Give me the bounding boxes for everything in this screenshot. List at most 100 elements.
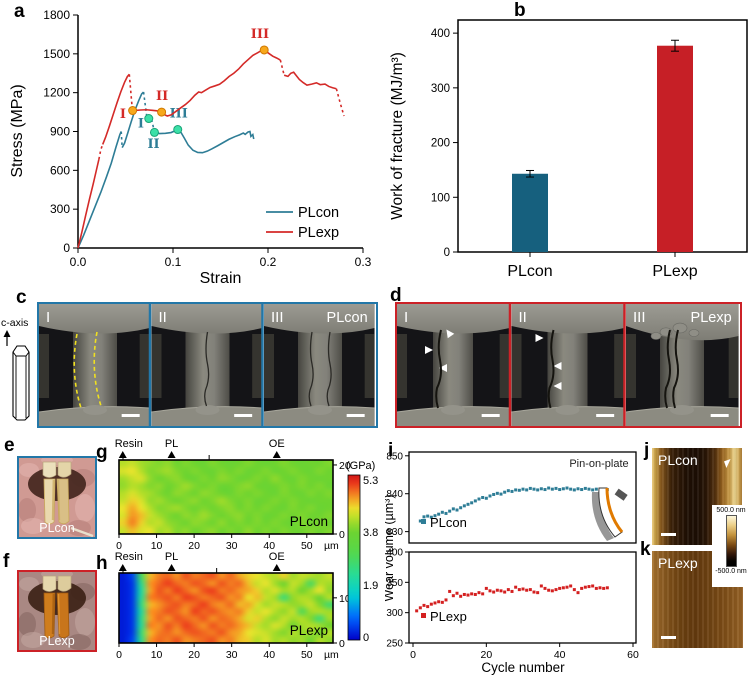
y-axis-label: Stress (MPa)	[9, 84, 26, 177]
pin-icon	[614, 488, 628, 501]
colorbar-tick-label: 3.8	[363, 527, 378, 539]
sem-sequence-plcon: I II III PLcon	[37, 302, 378, 428]
stage-numeral: II	[519, 309, 527, 326]
y-tick-label: 200	[431, 138, 450, 150]
colorbar-unit: (GPa)	[346, 460, 375, 472]
x-tick-label: 20	[480, 649, 492, 661]
x-axis-label: Cycle number	[481, 660, 565, 675]
y-tick-label: 830	[386, 527, 403, 538]
scale-bar	[234, 414, 253, 417]
crack-arrowhead-icon	[425, 346, 433, 354]
indenter-mass	[151, 304, 263, 334]
stage-marker	[157, 107, 167, 117]
crack-arrowhead-icon	[439, 364, 447, 372]
afm-colorbar-max: 500.0 nm	[716, 507, 746, 514]
y-axis-label: Work of fracture (MJ/m³)	[389, 52, 406, 220]
crack-line	[308, 331, 314, 407]
substrate	[626, 406, 739, 426]
zone-label: Resin	[115, 551, 143, 563]
indenter-mass	[264, 304, 375, 334]
afm-colorbar-min: -500.0 nm	[715, 568, 747, 575]
sample-name-label: PLexp	[39, 634, 74, 648]
scale-bar	[121, 414, 140, 417]
stage-numeral: I	[404, 309, 408, 326]
indenter-mass	[511, 304, 625, 334]
crack-arrowhead-icon	[446, 329, 455, 339]
crack-arrowhead-icon	[535, 334, 544, 342]
y-tick-label: 100	[431, 192, 450, 204]
colorbar-tick-label: 1.9	[363, 580, 378, 592]
y-tick-label: 0	[444, 247, 450, 259]
dashed-guide-line	[73, 333, 82, 409]
stage-marker	[144, 114, 154, 124]
sem-frame-II: II	[151, 304, 263, 426]
zone-label: OE	[269, 551, 285, 563]
right-tick-label: 0	[339, 638, 345, 650]
zone-arrow-icon	[272, 451, 281, 458]
crack-arrowhead-icon	[553, 382, 562, 390]
x-tick-label: 40	[263, 540, 275, 552]
upper-incisor	[57, 461, 72, 478]
afm-image-plexp: PLexp	[652, 551, 743, 648]
sample-name-label: PLcon	[39, 521, 74, 535]
panel-label-f: f	[3, 551, 10, 572]
indenter-mass	[626, 304, 739, 341]
stage-marker	[173, 125, 183, 135]
x-tick-label: 0	[116, 649, 122, 661]
stage-marker	[149, 127, 159, 137]
panel-label-i: i	[388, 440, 394, 461]
indenter-mass	[397, 304, 510, 334]
panel-label-e: e	[4, 435, 15, 456]
y-tick-label: 300	[431, 83, 450, 95]
stage-label: I	[138, 117, 144, 132]
x-tick-label: 20	[188, 540, 200, 552]
zone-arrow-icon	[167, 451, 176, 458]
upper-incisor	[42, 461, 57, 478]
tooth-photo-plexp: PLexp	[17, 570, 97, 652]
x-tick-label: 40	[554, 649, 566, 661]
y-axis-label: Wear volume (µm³)	[385, 495, 396, 602]
y-tick-label: 850	[386, 451, 403, 462]
legend-marker	[421, 519, 426, 524]
micro-pillar	[298, 326, 342, 412]
legend-label: PLexp	[430, 609, 467, 624]
x-tick-label: 0.1	[165, 255, 182, 269]
zone-arrow-icon	[167, 564, 176, 571]
x-tick-label: 0	[410, 649, 416, 661]
wear-volume-scatter-charts: 830 840 850 PLcon 250 300 350 400 PLexp 0 20 40 60 Cy…	[385, 451, 639, 675]
colorbar-tick-label: 0	[363, 632, 369, 644]
stage-marker	[128, 106, 138, 116]
panel-label-k: k	[640, 539, 651, 560]
tooth-photo-plexp-art: PLexp	[19, 572, 95, 650]
sem-frame-II: II	[511, 304, 625, 426]
y-tick-label: 250	[386, 639, 403, 650]
bar-plcon	[512, 173, 548, 252]
c-axis-label: c-axis	[1, 317, 28, 329]
modulus-heatmap-plexp	[119, 573, 333, 643]
substrate	[511, 406, 625, 426]
stage-label: I	[120, 107, 126, 122]
right-tick-label: 20	[339, 460, 351, 472]
micro-pillar	[185, 326, 230, 412]
y-tick-label: 1200	[43, 86, 70, 100]
gpa-colorbar	[347, 474, 361, 641]
stage-marker	[259, 45, 269, 55]
legend-label: PLexp	[298, 225, 339, 241]
y-tick-label: 1500	[43, 47, 70, 61]
scale-bar	[596, 414, 615, 417]
stage-label: II	[147, 137, 159, 152]
x-tick-label: 50	[301, 540, 313, 552]
stage-numeral: II	[159, 309, 167, 326]
y-tick-label: 400	[431, 28, 450, 40]
colorbar-tick-label: 5.3	[363, 475, 378, 487]
inset-label: Pin-on-plate	[569, 458, 628, 470]
substrate	[264, 406, 375, 426]
scale-bar	[710, 414, 729, 417]
panel-border	[395, 302, 742, 428]
x-tick-label: 50	[301, 649, 313, 661]
pin-on-plate-inset	[591, 487, 628, 541]
y-tick-label: 840	[386, 489, 403, 500]
y-tick-label: 1800	[43, 8, 70, 22]
stage-numeral: III	[271, 309, 284, 326]
